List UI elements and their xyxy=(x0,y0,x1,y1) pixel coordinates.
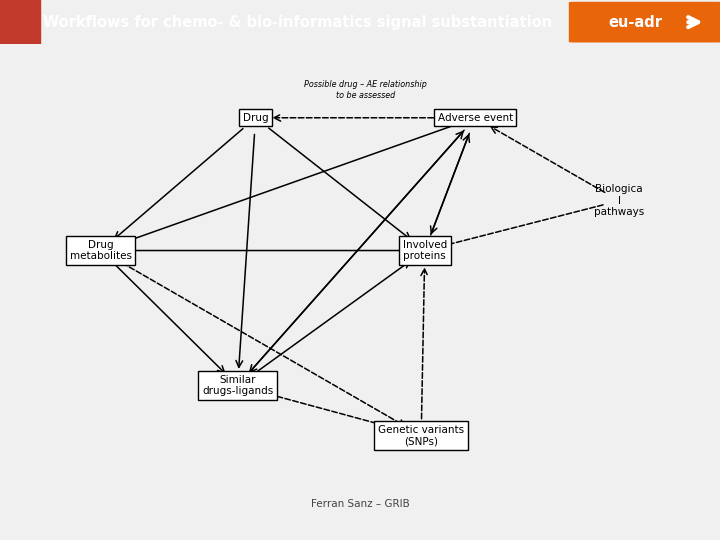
Text: Drug: Drug xyxy=(243,113,269,123)
FancyBboxPatch shape xyxy=(569,2,720,43)
Text: Ferran Sanz – GRIB: Ferran Sanz – GRIB xyxy=(310,499,410,509)
Text: eu-adr: eu-adr xyxy=(608,15,662,30)
Text: Genetic variants
(SNPs): Genetic variants (SNPs) xyxy=(378,424,464,446)
Text: Possible drug – AE relationship
to be assessed: Possible drug – AE relationship to be as… xyxy=(304,80,427,100)
Text: Workflows for chemo- & bio-informatics signal substantiation: Workflows for chemo- & bio-informatics s… xyxy=(43,15,552,30)
Text: Adverse event: Adverse event xyxy=(438,113,513,123)
Text: Biologica
l
pathways: Biologica l pathways xyxy=(594,184,644,217)
Bar xyxy=(0,0,40,44)
Text: Similar
drugs-ligands: Similar drugs-ligands xyxy=(202,375,273,396)
Text: Involved
proteins: Involved proteins xyxy=(402,240,447,261)
Text: Drug
metabolites: Drug metabolites xyxy=(70,240,132,261)
